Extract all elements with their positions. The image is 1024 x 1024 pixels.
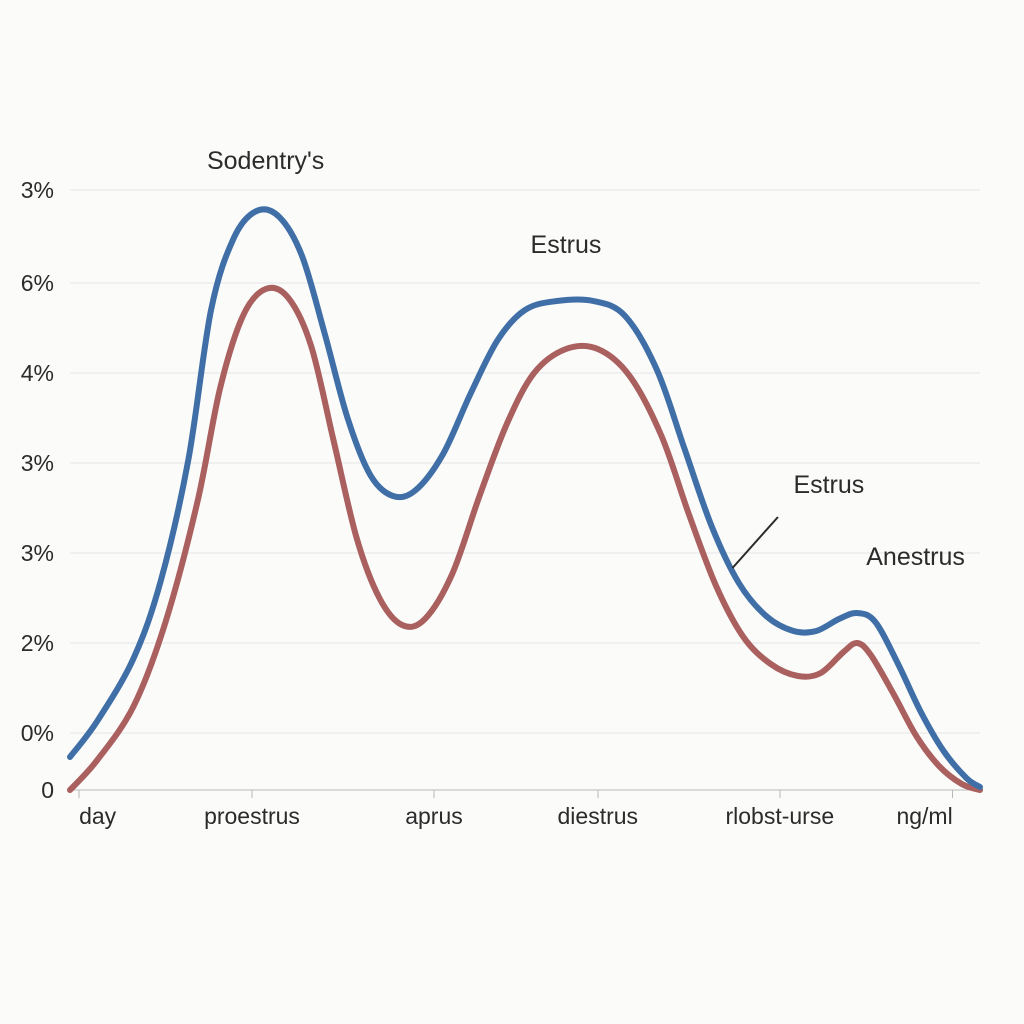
- x-tick-label: rlobst-urse: [725, 803, 834, 829]
- x-tick-label: diestrus: [558, 803, 639, 829]
- chart-container: 3% 6% 4% 3% 3% 2% 0% 0 day proestrus aprus diestrus…: [0, 0, 1024, 1024]
- y-tick-label: 2%: [21, 630, 54, 656]
- y-tick-label: 0: [41, 777, 54, 803]
- annotation-label: Sodentry's: [207, 147, 324, 175]
- chart-bg: [0, 0, 1024, 1024]
- y-tick-label: 3%: [21, 540, 54, 566]
- y-tick-label: 3%: [21, 177, 54, 203]
- y-tick-label: 3%: [21, 450, 54, 476]
- y-tick-label: 4%: [21, 360, 54, 386]
- x-tick-label: ng/ml: [896, 803, 952, 829]
- y-tick-label: 6%: [21, 270, 54, 296]
- x-tick-label: day: [79, 803, 117, 829]
- annotation-label: Estrus: [531, 231, 602, 259]
- annotation-label: Estrus: [793, 471, 864, 499]
- line-chart: 3% 6% 4% 3% 3% 2% 0% 0 day proestrus aprus diestrus…: [0, 0, 1024, 1024]
- y-tick-label: 0%: [21, 720, 54, 746]
- x-tick-label: aprus: [405, 803, 463, 829]
- annotation-label: Anestrus: [866, 543, 965, 571]
- x-tick-label: proestrus: [204, 803, 300, 829]
